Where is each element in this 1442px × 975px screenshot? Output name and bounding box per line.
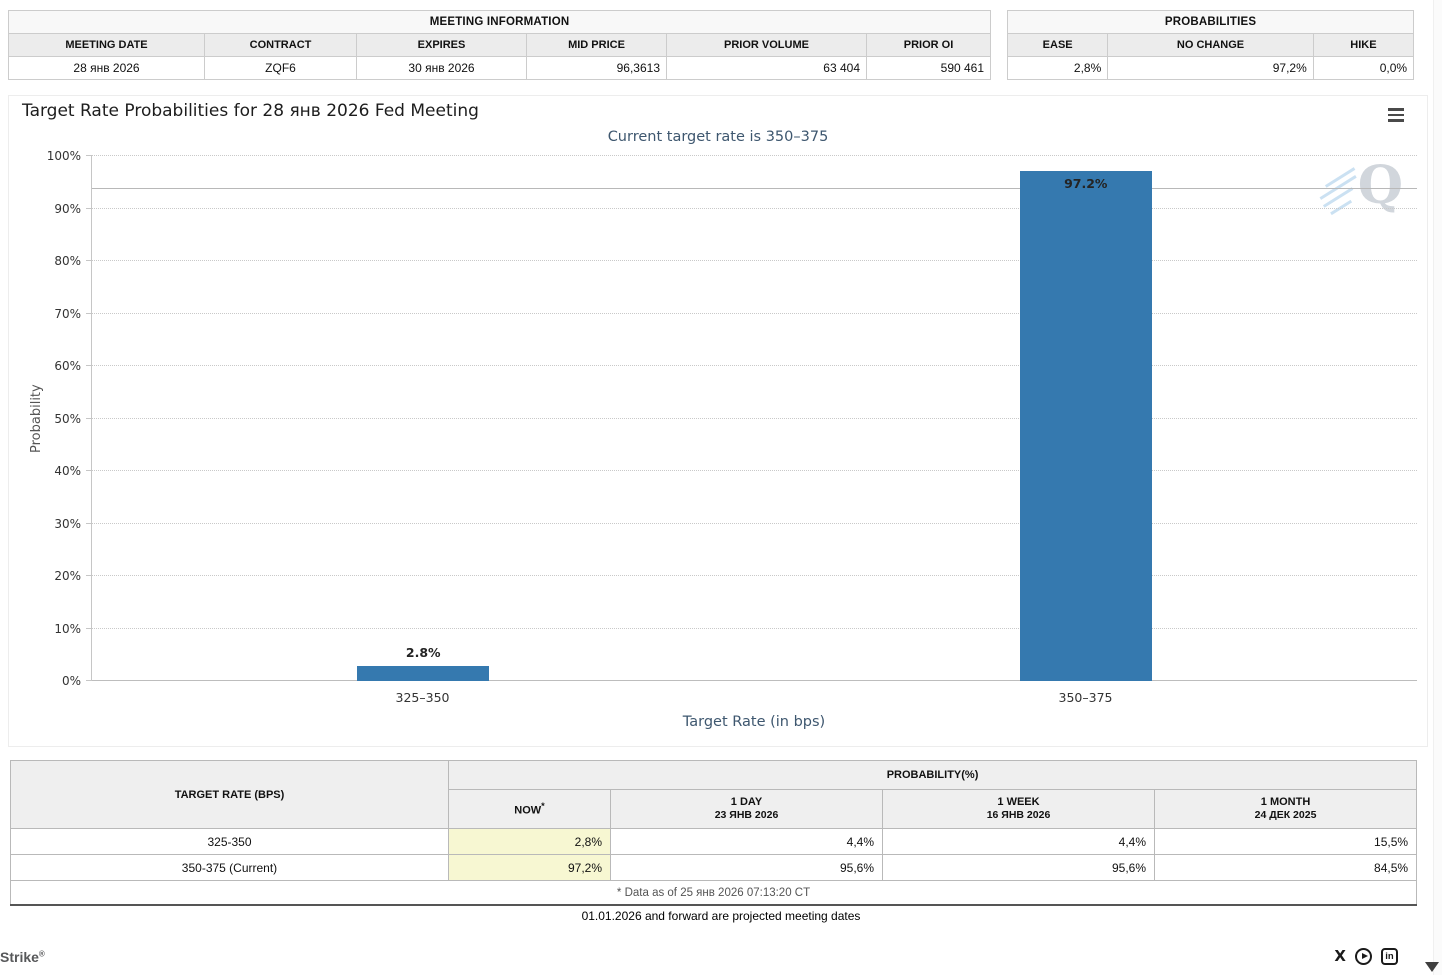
y-tick-label: 30% [54, 516, 81, 531]
y-tick-label: 70% [54, 306, 81, 321]
gridline [86, 470, 1417, 471]
col-1-week: 1 WEEK 16 ЯНВ 2026 [882, 789, 1155, 829]
x-twitter-icon[interactable]: X [1334, 947, 1346, 965]
table-row-325-350: 325-350 2,8% 4,4% 4,4% 15,5% [10, 828, 1418, 855]
y-tick-label: 20% [54, 569, 81, 583]
bar-value-label: 2.8% [405, 645, 441, 661]
chart-title: Target Rate Probabilities for 28 янв 202… [22, 101, 479, 121]
youtube-icon[interactable] [1355, 948, 1372, 965]
probabilities-row: 2,8% 97,2% 0,0% [1007, 56, 1415, 80]
month-value: 84,5% [1153, 854, 1418, 881]
rate-label: 350-375 (Current) [10, 854, 449, 881]
reference-line [92, 188, 1417, 190]
day-value: 4,4% [610, 828, 883, 855]
col-now: NOW* [448, 789, 611, 829]
contract-value: ZQF6 [204, 56, 357, 80]
watermark-letter: Q [1357, 155, 1403, 216]
mid-price-value: 96,3613 [526, 56, 667, 80]
meeting-info-title: MEETING INFORMATION [7, 10, 992, 34]
y-tick-label: 80% [54, 254, 81, 268]
footer: Strike® X in [0, 939, 1442, 975]
col-prior-oi: PRIOR OI [865, 33, 992, 57]
gridline [86, 680, 1417, 681]
meeting-info-table: MEETING INFORMATION MEETING DATE CONTRAC… [7, 10, 992, 80]
gridline [86, 627, 1417, 629]
expires-value: 30 янв 2026 [356, 56, 527, 80]
now-value: 2,8% [448, 828, 611, 855]
col-no-change: NO CHANGE [1107, 33, 1314, 57]
no-change-value: 97,2% [1107, 56, 1314, 80]
col-mid-price: MID PRICE [526, 33, 667, 57]
gridline [86, 522, 1417, 524]
y-tick-label: 0% [61, 674, 81, 688]
rate-label: 325-350 [10, 828, 449, 855]
x-axis-categories: 325–350 350–375 [91, 681, 1417, 707]
social-links: X in [1334, 948, 1398, 965]
x-axis-title: Target Rate (in bps) [682, 714, 826, 730]
ease-value: 2,8% [1007, 56, 1109, 80]
probabilities-summary-table: PROBABILITIES EASE NO CHANGE HIKE 2,8% 9… [1007, 10, 1415, 80]
x-category-label: 325–350 [395, 690, 450, 705]
chart-subtitle: Current target rate is 350–375 [607, 129, 829, 145]
linkedin-icon[interactable]: in [1381, 948, 1398, 965]
day-value: 95,6% [610, 854, 883, 881]
gridline [86, 155, 1417, 156]
meeting-date-value: 28 янв 2026 [8, 56, 205, 80]
probabilities-title: PROBABILITIES [1007, 10, 1415, 34]
prior-volume-value: 63 404 [666, 56, 867, 80]
y-tick-label: 10% [54, 621, 81, 636]
gridline [86, 365, 1417, 366]
probability-group-header: PROBABILITY(%) [447, 760, 1418, 790]
table-row-350-375: 350-375 (Current) 97,2% 95,6% 95,6% 84,5… [10, 854, 1418, 881]
probability-bar-350–375[interactable] [1019, 170, 1152, 681]
gridline [86, 260, 1417, 261]
quikstrike-logo[interactable]: Strike® [0, 949, 45, 965]
col-1-month: 1 MONTH 24 ДЕК 2025 [1153, 789, 1418, 829]
week-value: 4,4% [882, 828, 1155, 855]
col-prior-volume: PRIOR VOLUME [666, 33, 867, 57]
y-tick-label: 40% [54, 464, 81, 478]
gridline [86, 207, 1417, 209]
col-1-day: 1 DAY 23 ЯНВ 2026 [610, 789, 883, 829]
scroll-down-arrow-icon[interactable] [1425, 962, 1439, 972]
col-meeting-date: MEETING DATE [8, 33, 205, 57]
plot-area: Q 2.8% 97.2% [86, 155, 1417, 681]
top-summary: MEETING INFORMATION MEETING DATE CONTRAC… [7, 10, 1415, 80]
x-category-label: 350–375 [1058, 690, 1113, 705]
y-tick-label: 90% [54, 201, 81, 216]
probability-detail-table: TARGET RATE (BPS) PROBABILITY(%) NOW* 1 … [9, 760, 1418, 906]
meeting-info-row: 28 янв 2026 ZQF6 30 янв 2026 96,3613 63 … [8, 56, 992, 80]
data-as-of-note: * Data as of 25 янв 2026 07:13:20 CT [9, 880, 1418, 906]
data-as-of-row: * Data as of 25 янв 2026 07:13:20 CT [9, 880, 1418, 906]
now-value: 97,2% [448, 854, 611, 881]
col-ease: EASE [1007, 33, 1109, 57]
target-rate-header: TARGET RATE (BPS) [10, 760, 449, 829]
chart-menu-button[interactable] [1383, 104, 1409, 126]
prior-oi-value: 590 461 [865, 56, 992, 80]
col-contract: CONTRACT [204, 33, 357, 57]
y-tick-label: 50% [54, 411, 81, 426]
projected-dates-note: 01.01.2026 and forward are projected mee… [581, 909, 861, 923]
y-axis-labels: 0% 10% 20% 30% 40% 50% 60% 70% 80% 90% 100% [9, 149, 85, 688]
month-value: 15,5% [1153, 828, 1418, 855]
hamburger-icon [1388, 108, 1404, 111]
gridline [86, 417, 1417, 419]
col-expires: EXPIRES [356, 33, 527, 57]
y-tick-label: 100% [46, 149, 81, 163]
week-value: 95,6% [882, 854, 1155, 881]
probability-bar-325–350[interactable] [357, 666, 490, 681]
quikstrike-watermark-icon: Q [1319, 156, 1403, 230]
gridline [86, 575, 1417, 576]
gridline [86, 312, 1417, 314]
bar-value-label: 97.2% [1064, 175, 1108, 191]
scrollbar-track[interactable] [1433, 0, 1442, 975]
y-tick-label: 60% [54, 359, 81, 373]
col-hike: HIKE [1312, 33, 1415, 57]
hike-value: 0,0% [1312, 56, 1415, 80]
chart-panel: Target Rate Probabilities for 28 янв 202… [8, 95, 1428, 747]
